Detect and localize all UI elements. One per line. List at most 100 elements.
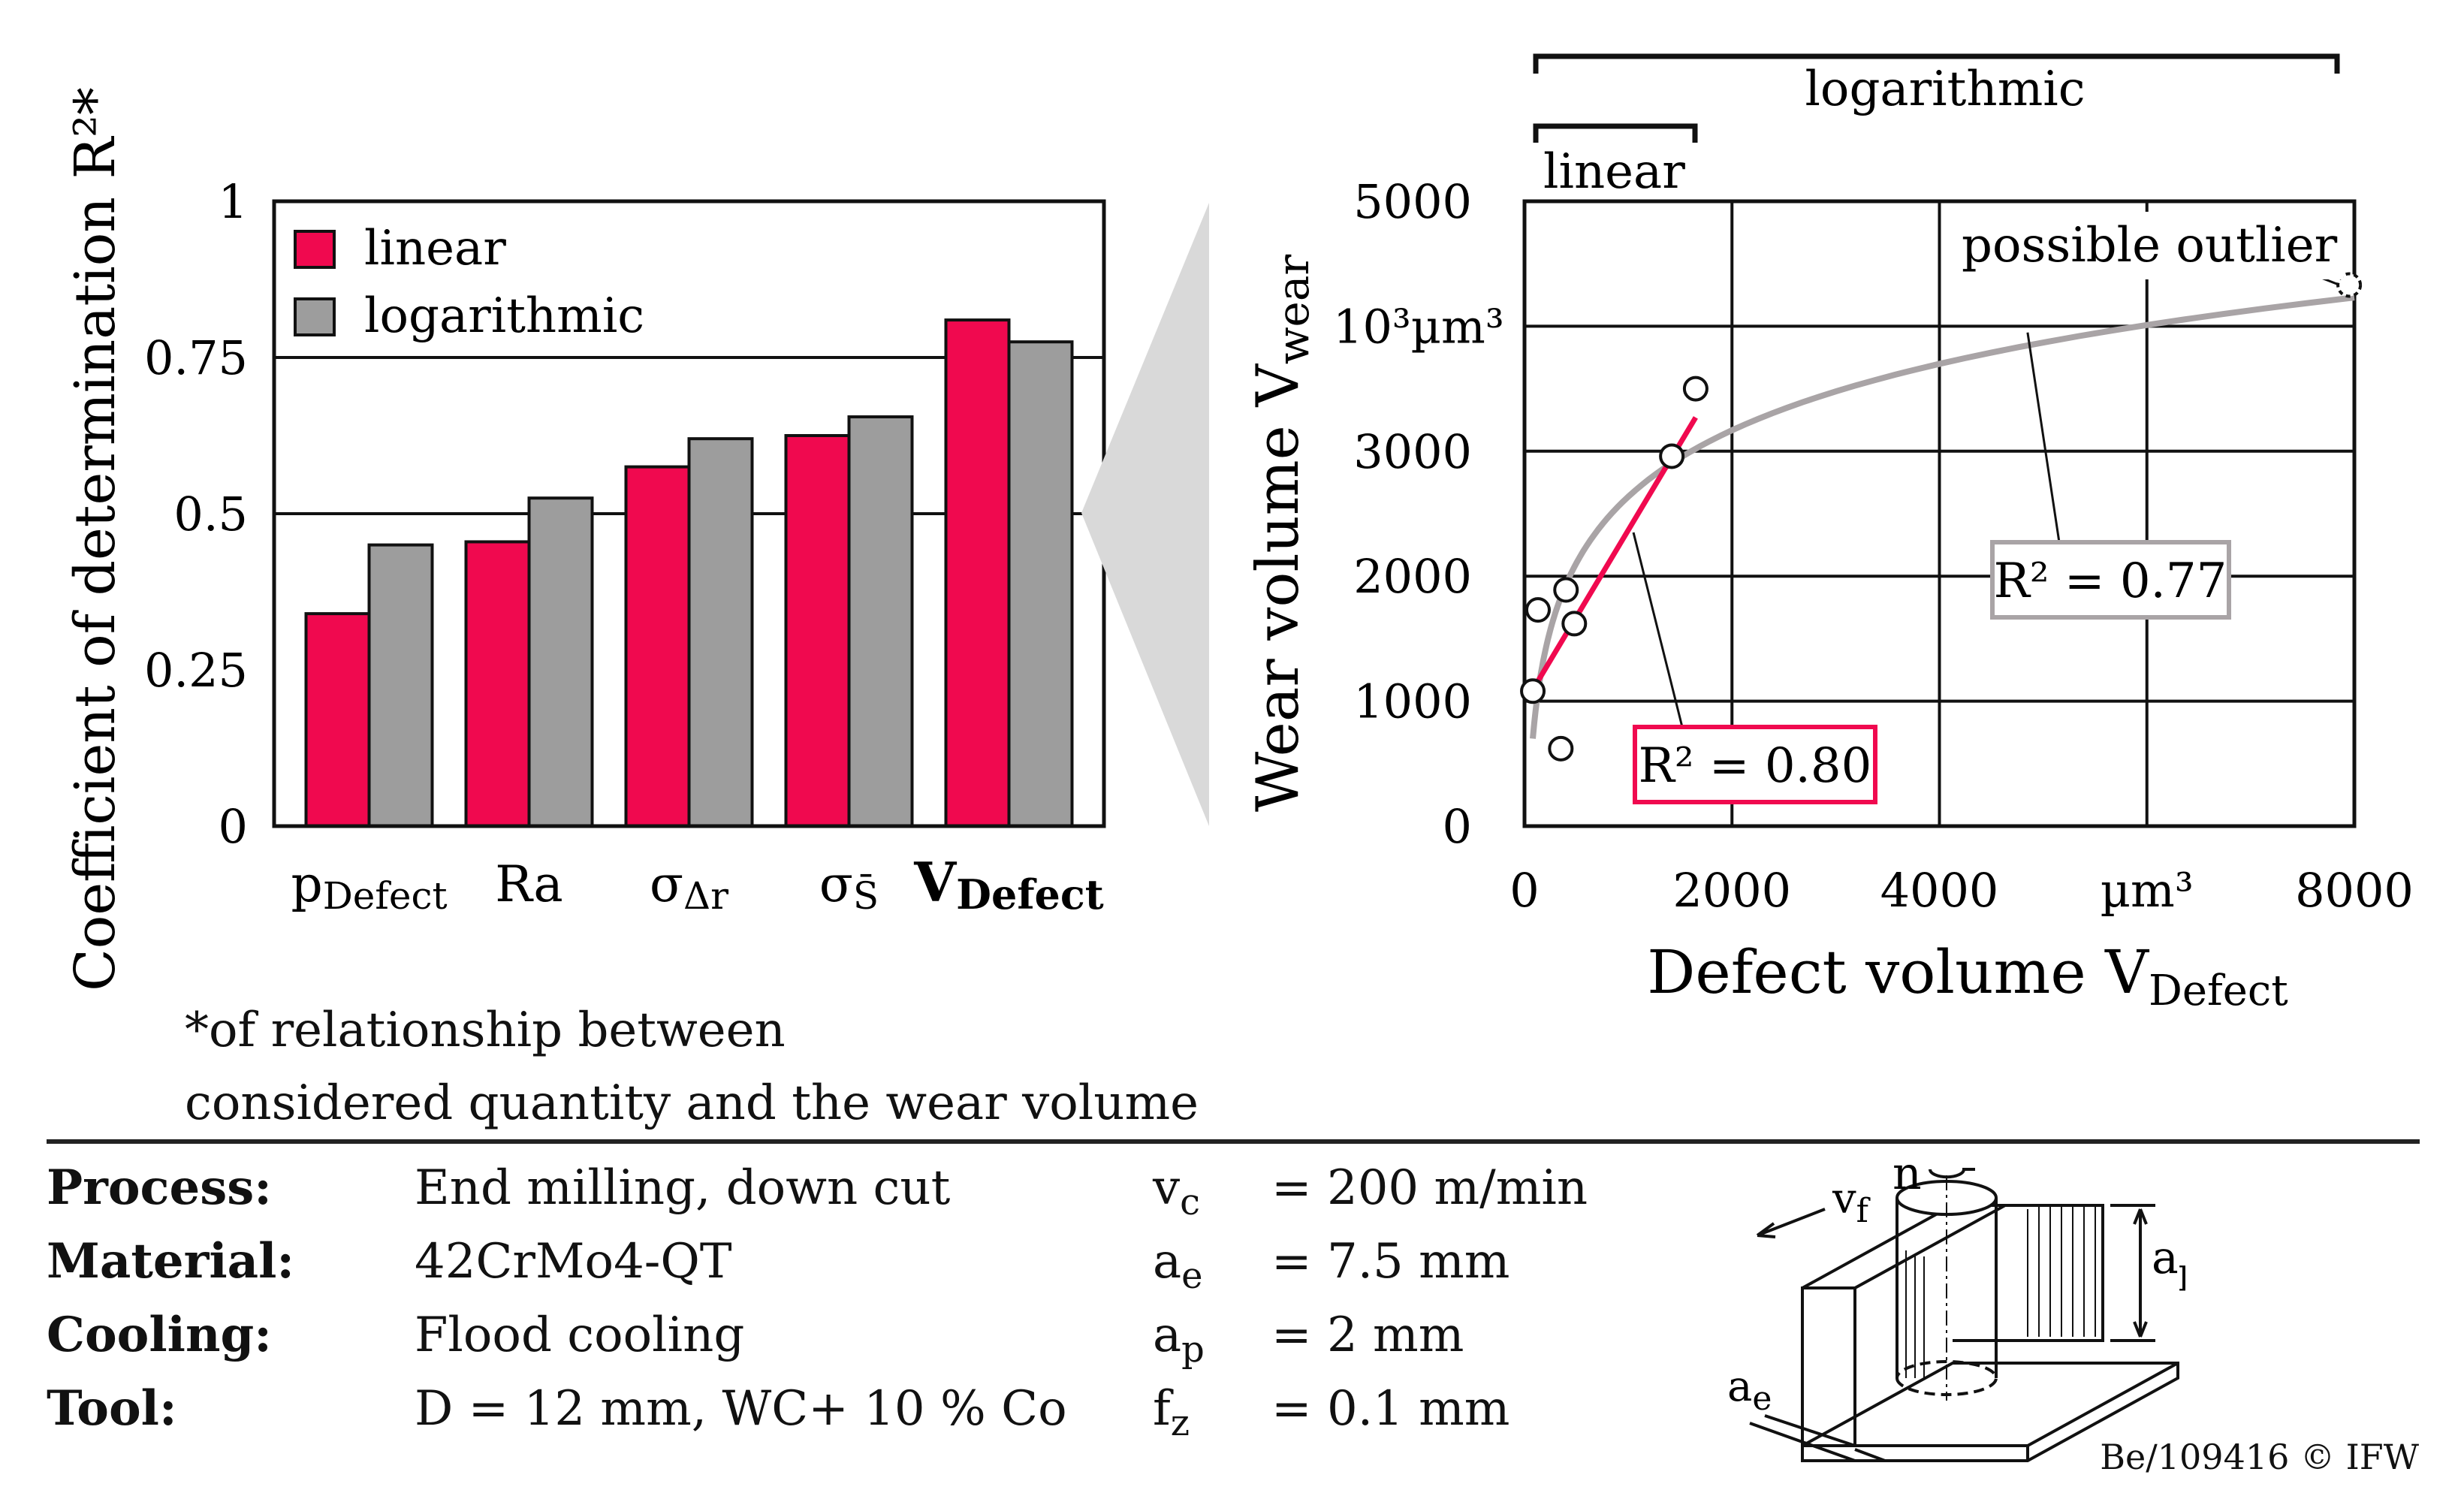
param-label: Process:	[47, 1160, 272, 1216]
param-symbol-value: = 200 m/min	[1271, 1160, 1588, 1216]
param-value: End milling, down cut	[415, 1160, 951, 1216]
bar-logarithmic-2	[687, 437, 754, 828]
bar-category-label: σΔr	[650, 855, 728, 918]
sketch-ae-label: ae	[1727, 1362, 1772, 1418]
r2-linear-box	[1633, 725, 1877, 804]
scatter-y-axis-label: Wear volume Vwear	[1244, 255, 1319, 813]
bar-y-tick-label: 0	[219, 799, 248, 854]
leader-linear	[1632, 532, 1684, 728]
legend-swatch-logarithmic	[294, 297, 336, 336]
param-label: Cooling:	[47, 1307, 272, 1363]
data-point	[1553, 577, 1579, 603]
workpiece-wall	[1801, 1204, 2104, 1447]
scatter-x-tick-label: 0	[1509, 863, 1539, 918]
param-symbol-value: = 0.1 mm	[1271, 1381, 1510, 1437]
r2-log-label: R² = 0.77	[1994, 553, 2227, 609]
param-symbol: fz	[1153, 1381, 1190, 1444]
scatter-x-tick-label: µm³	[2101, 863, 2194, 918]
param-symbol: ae	[1153, 1234, 1203, 1297]
bar-y-axis-label: Coefficient of determination R²*	[63, 87, 128, 991]
fit-logarithmic	[1530, 294, 2355, 739]
scatter-x-tick-label: 2000	[1672, 863, 1791, 918]
bar-logarithmic-4	[1007, 340, 1074, 828]
bar-linear-3	[784, 434, 851, 828]
bar-logarithmic-3	[847, 415, 914, 828]
feed-arrow	[1756, 1208, 1826, 1238]
scatter-x-tick-label: 4000	[1880, 863, 1999, 918]
param-label: Tool:	[47, 1380, 177, 1437]
tool-bottom	[1896, 1360, 1998, 1396]
bracket-logarithmic	[1533, 53, 2340, 74]
bracket-linear	[1533, 123, 1698, 143]
data-point	[1659, 443, 1685, 469]
bar-legend: linear logarithmic	[294, 221, 644, 344]
param-symbol: ap	[1153, 1308, 1205, 1371]
bar-chart: Coefficient of determination R²* 0 0.25 0.…	[63, 87, 1106, 991]
rotation-arrow	[1929, 1168, 1975, 1179]
bar-y-tick-label: 0.75	[144, 330, 248, 385]
bar-y-tick-label: 1	[219, 174, 248, 229]
bar-category-label: VDefect	[913, 850, 1104, 918]
data-point	[1548, 735, 1574, 762]
data-point-outlier	[2336, 272, 2363, 298]
bar-category-label: σS̄	[819, 855, 879, 918]
bar-category-label: pDefect	[291, 855, 447, 918]
bar-category-label: Ra	[495, 855, 563, 913]
bar-linear-2	[624, 465, 691, 828]
bar-linear-4	[944, 318, 1011, 828]
divider	[47, 1139, 2420, 1144]
outlier-label-bg	[1953, 212, 2343, 279]
param-symbol-value: = 2 mm	[1271, 1308, 1464, 1363]
data-point	[1561, 611, 1588, 637]
param-label: Material:	[47, 1233, 295, 1289]
scatter-chart: logarithmic linear 0 1000 2000 3000 10³µm³ 50…	[1244, 53, 2414, 1015]
leader-log	[2026, 332, 2061, 543]
bar-y-tick-label: 0.25	[144, 643, 248, 698]
legend-swatch-linear	[294, 230, 336, 269]
milling-sketch: n vf ap ae	[1727, 1153, 2185, 1462]
bracket-logarithmic-label: logarithmic	[1805, 62, 2085, 117]
param-value: D = 12 mm, WC+ 10 % Co	[415, 1381, 1067, 1437]
chart-canvas: Coefficient of determination R²* 0 0.25 0.…	[63, 53, 2414, 1015]
data-point	[1682, 376, 1709, 402]
sketch-n-label: n	[1892, 1153, 1922, 1200]
data-point	[1520, 678, 1546, 704]
scatter-y-tick-label: 1000	[1353, 674, 1472, 729]
param-value: Flood cooling	[415, 1308, 745, 1363]
bar-logarithmic-1	[527, 496, 594, 828]
legend-label-linear: linear	[364, 221, 506, 276]
param-value: 42CrMo4-QT	[415, 1234, 732, 1289]
scatter-y-tick-label: 5000	[1353, 174, 1472, 229]
tool-hatching	[1905, 1250, 1925, 1378]
data-point	[1525, 597, 1551, 623]
ap-dimension	[2110, 1204, 2155, 1342]
scatter-plot-frame	[1522, 199, 2357, 828]
sketch-vf-label: vf	[1832, 1175, 1871, 1230]
footnote-line-2: considered quantity and the wear volume	[185, 1075, 1199, 1131]
bar-logarithmic-0	[367, 543, 434, 828]
outlier-label: possible outlier	[1962, 218, 2338, 273]
scatter-y-tick-label: 3000	[1353, 424, 1472, 479]
ae-dimension	[1749, 1414, 1886, 1462]
sketch-ap-label: ap	[2152, 1232, 2185, 1292]
tool-body	[1896, 1198, 1998, 1378]
r2-linear-label: R² = 0.80	[1639, 738, 1872, 794]
wall-hatching	[2027, 1207, 2096, 1337]
bar-y-tick-label: 0.5	[173, 487, 248, 541]
credit: Be/109416 © IFW	[2100, 1437, 2419, 1477]
scatter-y-tick-label: 2000	[1353, 549, 1472, 604]
scatter-x-tick-label: 8000	[2295, 863, 2414, 918]
param-symbol: vc	[1153, 1160, 1201, 1223]
r2-log-box	[1990, 540, 2231, 620]
bracket-linear-label: linear	[1543, 144, 1685, 200]
legend-label-logarithmic: logarithmic	[364, 288, 644, 344]
param-symbol-value: = 7.5 mm	[1271, 1234, 1510, 1289]
bar-linear-0	[304, 612, 371, 828]
bar-linear-1	[464, 540, 531, 828]
footnote-line-1: *of relationship between	[185, 1003, 786, 1058]
scatter-x-axis-label: Defect volume VDefect	[1647, 937, 2288, 1015]
scatter-y-tick-label: 10³µm³	[1333, 299, 1504, 354]
scatter-y-tick-label: 0	[1443, 799, 1472, 854]
zoom-connector	[1081, 203, 1209, 826]
